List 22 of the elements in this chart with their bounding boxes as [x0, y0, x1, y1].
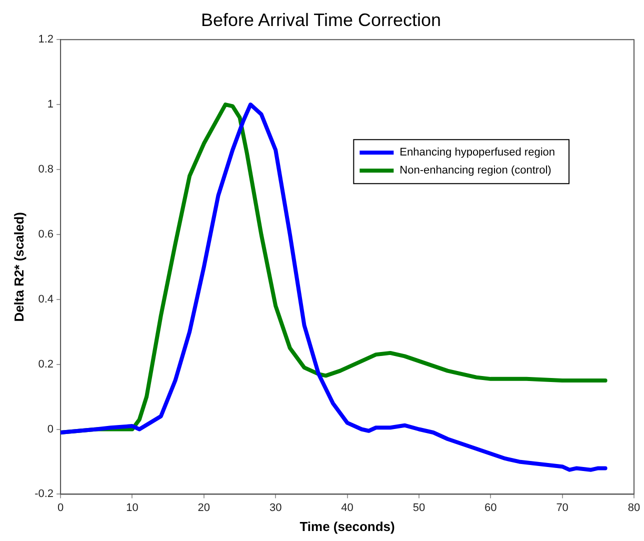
x-tick-label: 10: [126, 502, 138, 514]
x-tick-label: 70: [556, 502, 568, 514]
chart-title: Before Arrival Time Correction: [200, 10, 442, 30]
legend-label: Non-enhancing region (control): [400, 164, 552, 177]
x-tick-label: 40: [341, 502, 354, 514]
x-axis-title: Time (seconds): [300, 518, 395, 534]
y-tick-label: 1: [47, 98, 54, 111]
y-axis-title: Delta R2* (scaled): [11, 212, 26, 322]
y-tick-label: -0.2: [34, 488, 54, 500]
y-tick-label: 0.4: [38, 293, 54, 306]
x-tick-label: 80: [628, 502, 640, 514]
y-tick-label: 0.6: [38, 228, 54, 240]
x-tick-label: 60: [484, 502, 497, 514]
x-tick-label: 50: [412, 502, 426, 514]
y-tick-label: 0.8: [38, 164, 54, 176]
x-tick-label: 20: [198, 502, 210, 514]
y-tick-label: 0.2: [38, 358, 54, 370]
legend-label: Enhancing hypoperfused region: [400, 146, 556, 159]
x-tick-label: 30: [269, 502, 282, 514]
y-tick-label: 0: [47, 423, 54, 436]
y-tick-label: 1.2: [38, 34, 54, 46]
x-tick-label: 0: [57, 502, 64, 514]
